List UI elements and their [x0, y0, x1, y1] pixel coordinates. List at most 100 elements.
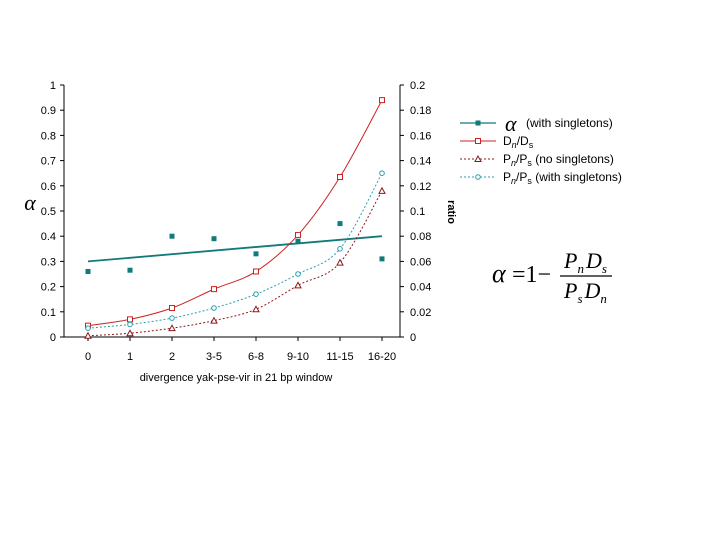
right-tick-label: 0.08 [410, 231, 431, 243]
left-tick-label: 0.5 [41, 206, 56, 218]
data-point [127, 316, 133, 323]
data-point [169, 315, 175, 321]
alpha-trendline [87, 235, 383, 263]
x-tick-label: 1 [127, 351, 133, 363]
formula-den-d: D [584, 278, 601, 303]
plot-area [63, 85, 401, 338]
data-point [336, 258, 344, 266]
data-point [127, 267, 133, 273]
left-tick-label: 0.6 [41, 181, 56, 193]
data-point [253, 291, 259, 297]
data-point [253, 251, 259, 257]
formula-num-p-sub: n [577, 261, 584, 276]
legend-alpha-symbol: α [505, 111, 517, 136]
right-tick-label: 0.16 [410, 130, 431, 142]
legend-marker [475, 138, 481, 144]
series-layer [84, 97, 386, 339]
right-tick-label: 0.04 [410, 282, 431, 294]
right-tick-label: 0.1 [410, 206, 425, 218]
data-point [295, 231, 301, 238]
left-tick-label: 1 [50, 80, 56, 92]
data-point [211, 305, 217, 311]
formula-den-p-sub: s [577, 291, 582, 306]
legend-label: Dn/Ds [503, 134, 534, 150]
x-tick-label: 9-10 [287, 351, 309, 363]
data-point [211, 286, 217, 293]
right-axis-title: ratio [445, 200, 457, 224]
legend-label: (with singletons) [526, 116, 613, 130]
data-point [211, 236, 217, 242]
left-axis-title: α [24, 190, 36, 215]
left-tick-label: 0.9 [41, 105, 56, 117]
series-3 [85, 170, 385, 331]
x-tick-label: 6-8 [248, 351, 264, 363]
formula-numerator: PnDs [563, 248, 607, 276]
legend-label: Pn/Ps (no singletons) [503, 152, 614, 168]
series-2 [84, 186, 386, 339]
x-tick-label: 3-5 [206, 351, 222, 363]
formula-equals: =1− [512, 262, 551, 288]
left-tick-label: 0.1 [41, 307, 56, 319]
data-point [169, 305, 175, 312]
right-tick-label: 0.2 [410, 80, 425, 92]
formula-num-d: D [585, 248, 602, 273]
right-tick-label: 0.18 [410, 105, 431, 117]
right-tick-label: 0.12 [410, 181, 431, 193]
series-0 [85, 221, 385, 274]
data-point [210, 316, 218, 324]
legend: α (with singletons) Dn/Ds Pn/Ps (no single… [460, 111, 622, 186]
data-point [379, 170, 385, 176]
formula-alpha: α [492, 259, 507, 288]
data-point [337, 221, 343, 227]
data-point [379, 97, 385, 104]
x-tick-label: 0 [85, 351, 91, 363]
right-tick-label: 0 [410, 332, 416, 344]
data-point [85, 325, 91, 331]
data-point [126, 329, 134, 337]
data-point [85, 268, 91, 274]
legend-marker [475, 120, 481, 126]
legend-marker [475, 174, 481, 180]
data-point [337, 173, 343, 180]
data-point [168, 324, 176, 332]
alpha-formula: α =1− PnDs PsDn [492, 248, 612, 306]
x-tick-label: 11-15 [326, 351, 353, 363]
data-point [253, 268, 259, 275]
data-point [295, 271, 301, 277]
series-line-3 [87, 172, 383, 329]
data-point [294, 281, 302, 289]
series-line-1 [87, 99, 383, 327]
formula-num-d-sub: s [602, 261, 607, 276]
data-point [337, 246, 343, 252]
data-point [295, 238, 301, 244]
data-point [379, 256, 385, 262]
data-point [127, 321, 133, 328]
data-point [252, 305, 260, 313]
x-axis-ticks: 0 1 2 3-5 6-8 9-10 11-15 16-20 [85, 337, 396, 363]
right-tick-label: 0.02 [410, 307, 431, 319]
formula-den-p: P [563, 278, 577, 303]
data-point [378, 186, 386, 194]
x-axis-title: divergence yak-pse-vir in 21 bp window [140, 372, 333, 384]
formula-num-p: P [563, 248, 577, 273]
left-tick-label: 0.2 [41, 282, 56, 294]
left-axis-ticks: 0 0.1 0.2 0.3 0.4 0.5 0.6 0.7 0.8 0.9 1 [41, 80, 64, 344]
right-tick-label: 0.06 [410, 256, 431, 268]
left-tick-label: 0.4 [41, 231, 56, 243]
right-tick-label: 0.14 [410, 156, 431, 168]
right-axis-ticks: 0 0.02 0.04 0.06 0.08 0.1 0.12 0.14 0.16 0.18 0.2 [400, 80, 431, 344]
formula-den-d-sub: n [600, 291, 607, 306]
left-tick-label: 0.8 [41, 130, 56, 142]
left-tick-label: 0 [50, 332, 56, 344]
data-point [169, 233, 175, 239]
data-point [84, 331, 92, 339]
formula-denominator: PsDn [563, 278, 607, 306]
series-1 [85, 97, 385, 329]
legend-marker [474, 154, 482, 162]
legend-label: Pn/Ps (with singletons) [503, 170, 622, 186]
left-tick-label: 0.7 [41, 156, 56, 168]
x-tick-label: 16-20 [368, 351, 396, 363]
x-tick-label: 2 [169, 351, 175, 363]
left-tick-label: 0.3 [41, 256, 56, 268]
